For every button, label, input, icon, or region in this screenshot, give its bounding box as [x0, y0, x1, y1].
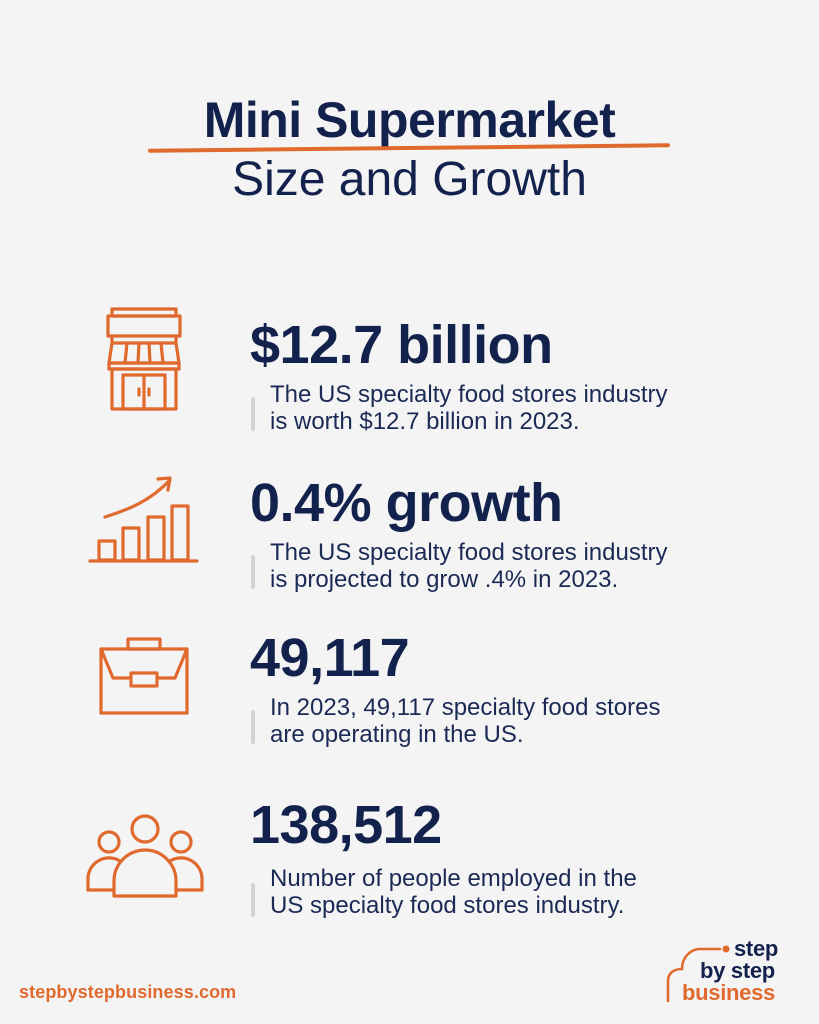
divider-bar [251, 397, 255, 431]
growth-chart-icon [80, 465, 210, 575]
stat-value: 138,512 [250, 795, 442, 855]
stat-businesses: 49,117 In 2023, 49,117 specialty food st… [0, 628, 819, 758]
stat-description-line1: In 2023, 49,117 specialty food stores [270, 694, 661, 721]
stat-value: 49,117 [250, 628, 410, 688]
logo-text-business: business [682, 980, 775, 1005]
storefront-icon [80, 307, 210, 417]
divider-bar [251, 555, 255, 589]
stat-value: $12.7 billion [250, 315, 553, 375]
stat-description: The US specialty food stores industry is… [270, 539, 668, 593]
stat-description-line2: is projected to grow .4% in 2023. [270, 566, 619, 593]
logo-text-step: step [734, 936, 779, 961]
stat-description-line2: is worth $12.7 billion in 2023. [270, 408, 580, 435]
stat-description-line1: Number of people employed in the [270, 865, 637, 892]
stat-description: Number of people employed in the US spec… [270, 865, 637, 919]
page-title: Mini Supermarket [203, 92, 616, 148]
website-link[interactable]: stepbystepbusiness.com [19, 982, 237, 1002]
briefcase-icon [85, 625, 205, 725]
stat-growth: 0.4% growth The US specialty food stores… [0, 473, 819, 603]
stat-description-line1: The US specialty food stores industry [270, 381, 668, 408]
stat-market-size: $12.7 billion The US specialty food stor… [0, 307, 819, 445]
stat-employment: 138,512 Number of people employed in the… [0, 795, 819, 925]
stat-value: 0.4% growth [250, 473, 563, 533]
page-header: Mini Supermarket Size and Growth [0, 90, 819, 208]
stat-description-line1: The US specialty food stores industry [270, 539, 668, 566]
page-subtitle: Size and Growth [232, 153, 587, 206]
divider-bar [251, 710, 255, 744]
stat-description: In 2023, 49,117 specialty food stores ar… [270, 694, 660, 748]
stat-description-line2: US specialty food stores industry. [270, 892, 625, 919]
people-group-icon [80, 800, 210, 910]
stat-description: The US specialty food stores industry is… [270, 381, 668, 435]
brand-logo[interactable]: step by step business [660, 935, 800, 1005]
logo-swoosh-icon [666, 945, 730, 1003]
logo-text-by-step: by step [700, 958, 775, 983]
divider-bar [251, 883, 255, 917]
stat-description-line2: are operating in the US. [270, 721, 524, 748]
